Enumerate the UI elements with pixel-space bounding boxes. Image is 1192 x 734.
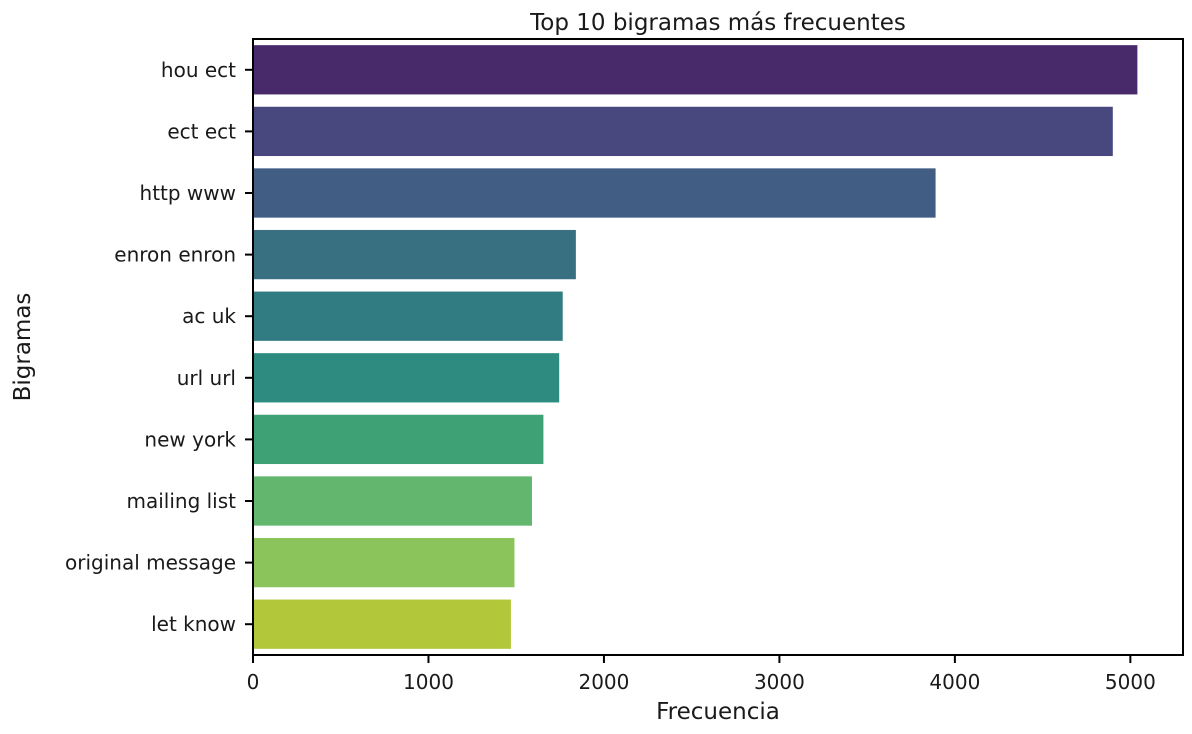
y-tick-label-ac-uk: ac uk <box>182 304 236 328</box>
y-tick-label-new-york: new york <box>144 427 236 451</box>
y-tick-label-let-know: let know <box>151 612 236 636</box>
y-axis-ticks: hou ect ect ect http www enron enron ac uk ur… <box>65 58 253 636</box>
bar-mailing-list <box>253 476 532 526</box>
x-tick-label-1000: 1000 <box>403 670 454 694</box>
x-tick-label-4000: 4000 <box>929 670 980 694</box>
bar-ac-uk <box>253 291 563 341</box>
y-tick-label-enron-enron: enron enron <box>114 243 236 267</box>
y-tick-label-mailing-list: mailing list <box>126 489 236 513</box>
chart-title: Top 10 bigramas más frecuentes <box>529 10 906 36</box>
x-axis-label: Frecuencia <box>656 699 780 725</box>
y-tick-label-hou-ect: hou ect <box>161 58 236 82</box>
plot-frame <box>252 38 1184 656</box>
bars-group <box>253 45 1138 649</box>
x-axis-ticks: 0 1000 2000 3000 4000 5000 <box>247 655 1156 694</box>
bar-original-message <box>253 537 515 588</box>
bar-new-york <box>253 414 544 465</box>
bar-url-url <box>253 353 560 403</box>
x-tick-label-2000: 2000 <box>578 670 629 694</box>
bar-enron-enron <box>253 229 576 280</box>
bar-ect-ect <box>253 106 1113 157</box>
x-tick-label-0: 0 <box>247 670 260 694</box>
bar-let-know <box>253 599 511 649</box>
y-axis-label: Bigramas <box>10 293 36 402</box>
y-tick-label-http-www: http www <box>140 181 236 205</box>
y-tick-label-original-message: original message <box>65 551 236 575</box>
x-tick-label-5000: 5000 <box>1105 670 1156 694</box>
bar-hou-ect <box>253 45 1138 95</box>
y-tick-label-ect-ect: ect ect <box>167 119 236 143</box>
y-tick-label-url-url: url url <box>177 366 236 390</box>
x-tick-label-3000: 3000 <box>754 670 805 694</box>
bar-http-www <box>253 168 936 218</box>
